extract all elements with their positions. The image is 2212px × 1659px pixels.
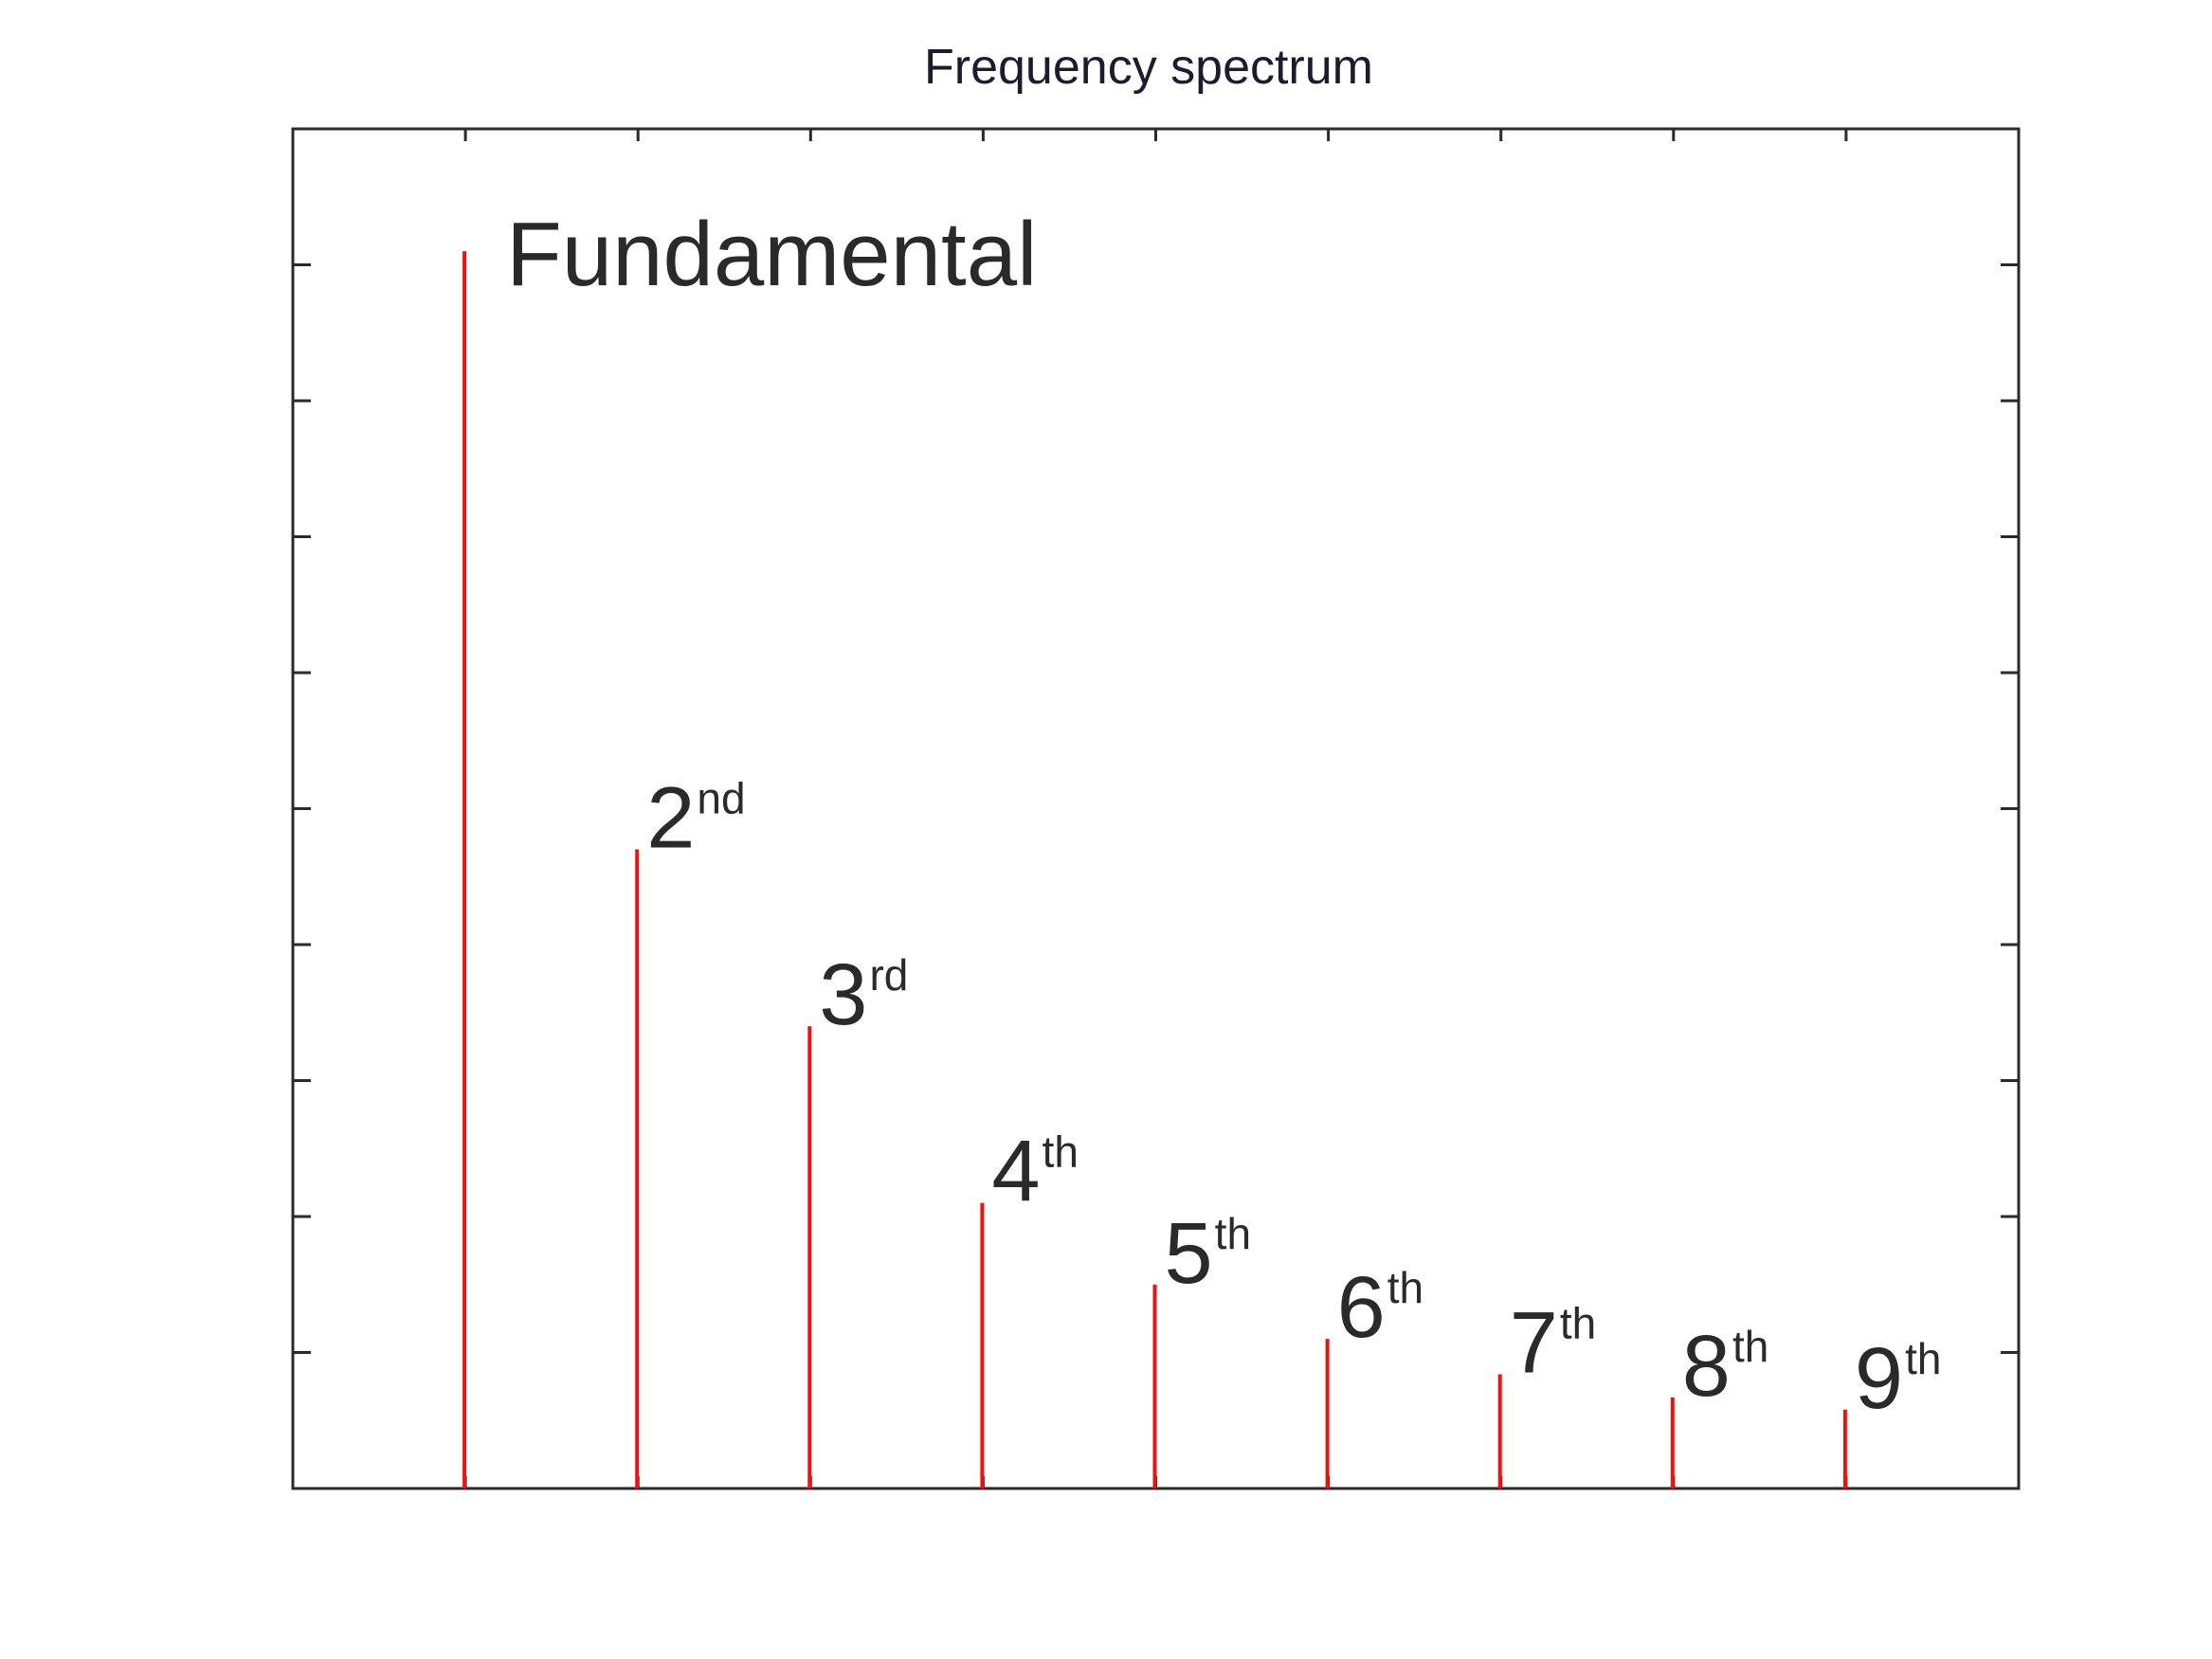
harmonic-label-1: Fundamental xyxy=(506,204,1037,305)
harmonic-label-number: Fundamental xyxy=(506,204,1037,305)
harmonic-label-number: 3 xyxy=(819,947,867,1043)
harmonic-label-number: 7 xyxy=(1510,1294,1558,1391)
harmonic-label-suffix: th xyxy=(1732,1322,1768,1371)
harmonic-label-number: 5 xyxy=(1165,1205,1213,1302)
harmonic-label-suffix: th xyxy=(1215,1209,1251,1258)
harmonic-label-number: 6 xyxy=(1337,1259,1386,1356)
harmonic-label-suffix: rd xyxy=(869,950,908,1000)
harmonic-label-5: 5th xyxy=(1165,1205,1252,1302)
harmonic-label-number: 2 xyxy=(646,770,695,867)
harmonic-label-number: 4 xyxy=(991,1124,1040,1220)
harmonic-label-suffix: th xyxy=(1043,1127,1079,1177)
harmonic-label-2: 2nd xyxy=(646,770,745,867)
harmonic-label-3: 3rd xyxy=(819,947,908,1043)
harmonic-stems xyxy=(462,251,1847,1488)
chart-title: Frequency spectrum xyxy=(924,40,1373,95)
harmonic-label-suffix: th xyxy=(1560,1298,1596,1347)
harmonic-label-suffix: nd xyxy=(697,774,745,823)
harmonic-label-6: 6th xyxy=(1337,1259,1424,1356)
harmonic-label-7: 7th xyxy=(1510,1294,1597,1391)
harmonic-label-suffix: th xyxy=(1387,1263,1423,1312)
harmonic-label-number: 8 xyxy=(1682,1318,1731,1415)
harmonic-label-9: 9th xyxy=(1855,1330,1942,1427)
harmonic-label-number: 9 xyxy=(1855,1330,1903,1427)
harmonic-label-4: 4th xyxy=(991,1124,1079,1220)
harmonic-label-8: 8th xyxy=(1682,1318,1769,1415)
harmonic-label-suffix: th xyxy=(1905,1334,1941,1383)
